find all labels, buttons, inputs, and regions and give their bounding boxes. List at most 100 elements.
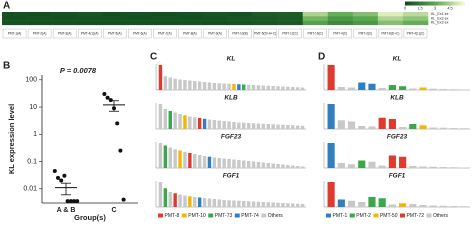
bar: [173, 112, 177, 129]
legend-label: PMT-73: [215, 213, 233, 219]
heatmap-cell: [77, 12, 103, 17]
bar: [286, 125, 290, 129]
bar: [295, 125, 300, 129]
legend-label: Others: [433, 213, 449, 219]
y-axis-label: KL expression level: [7, 104, 16, 174]
bar: [173, 149, 177, 168]
bar: [439, 127, 448, 129]
category-box: [2, 28, 27, 39]
bar: [197, 197, 202, 207]
heatmap-cell: [277, 20, 304, 26]
bar: [276, 202, 280, 207]
bar: [327, 143, 335, 168]
bar: [227, 121, 231, 129]
bar: [178, 114, 182, 129]
heatmap-cell: [402, 16, 429, 21]
heatmap-cell: [2, 20, 28, 26]
bar: [168, 147, 172, 168]
category-box: [228, 28, 252, 39]
bar: [429, 88, 437, 90]
bar: [337, 87, 345, 90]
bar: [388, 85, 396, 90]
legend-label: PMT-72: [406, 213, 424, 219]
data-point: [72, 199, 76, 204]
bar: [193, 197, 197, 207]
bar: [295, 166, 300, 168]
heatmap-cell: [177, 16, 203, 21]
bar: [450, 206, 458, 207]
panel-label: C: [150, 52, 157, 63]
data-point: [105, 95, 110, 100]
bar: [450, 128, 458, 129]
bar: [450, 167, 458, 168]
category-label: PMT-6(A): [133, 31, 147, 35]
bar: [460, 167, 468, 168]
colorbar-tick-label: 1.5: [417, 7, 422, 11]
chart-title: FGF23: [221, 134, 242, 141]
data-point: [59, 178, 64, 183]
bar: [188, 116, 192, 129]
bar: [232, 159, 236, 168]
data-point: [68, 199, 73, 204]
bar: [439, 89, 448, 90]
heatmap-cell: [277, 12, 304, 17]
bar: [251, 161, 256, 168]
legend-swatch: [326, 213, 331, 218]
category-box: [128, 28, 152, 39]
heatmap-cell: [227, 20, 253, 26]
colorbar-tick-label: 3: [434, 7, 436, 11]
bar: [419, 87, 427, 90]
bar: [168, 77, 172, 90]
bar: [368, 161, 376, 168]
y-tick-label: 1: [33, 131, 37, 138]
bar: [237, 160, 241, 168]
bar: [439, 167, 448, 168]
heatmap-cell: [102, 20, 128, 26]
bar: [227, 83, 231, 90]
heatmap-cell: [77, 20, 103, 26]
category-box: [153, 28, 177, 39]
bar: [460, 128, 468, 129]
legend-swatch: [373, 213, 379, 218]
category-label: PMT-4(1)(A): [81, 31, 99, 35]
category-label: PMT-7(A): [158, 31, 172, 35]
bar: [246, 161, 251, 168]
bar: [207, 198, 212, 207]
bar: [256, 123, 261, 129]
bar: [242, 84, 246, 90]
bar: [281, 203, 285, 207]
category-box: [203, 28, 227, 39]
heatmap-cell: [52, 12, 78, 17]
bar: [429, 127, 437, 129]
bar: [276, 164, 280, 168]
bar: [261, 202, 266, 207]
bar: [197, 118, 202, 129]
bar: [281, 124, 285, 129]
bar: [439, 205, 448, 207]
bar: [300, 125, 305, 129]
bar: [261, 85, 266, 90]
heatmap-cell: [302, 12, 329, 17]
bar: [217, 83, 221, 90]
bar: [286, 86, 290, 90]
bar: [183, 195, 187, 207]
bar: [409, 124, 417, 129]
bar: [212, 83, 217, 90]
y-tick-label: 100: [25, 77, 37, 84]
data-point: [56, 175, 60, 180]
heatmap-cell: [252, 12, 278, 17]
bar: [237, 84, 241, 90]
legend-swatch: [208, 213, 214, 218]
bar: [327, 65, 335, 90]
bar: [222, 158, 226, 168]
category-box: [353, 28, 378, 39]
bar: [232, 84, 236, 90]
category-box: [278, 28, 302, 39]
bar: [188, 153, 192, 168]
bar: [271, 202, 275, 207]
heatmap-cell: [102, 16, 128, 21]
heatmap-cell: [202, 12, 228, 17]
bar: [429, 205, 437, 207]
bar: [409, 88, 417, 90]
bar: [251, 123, 256, 129]
